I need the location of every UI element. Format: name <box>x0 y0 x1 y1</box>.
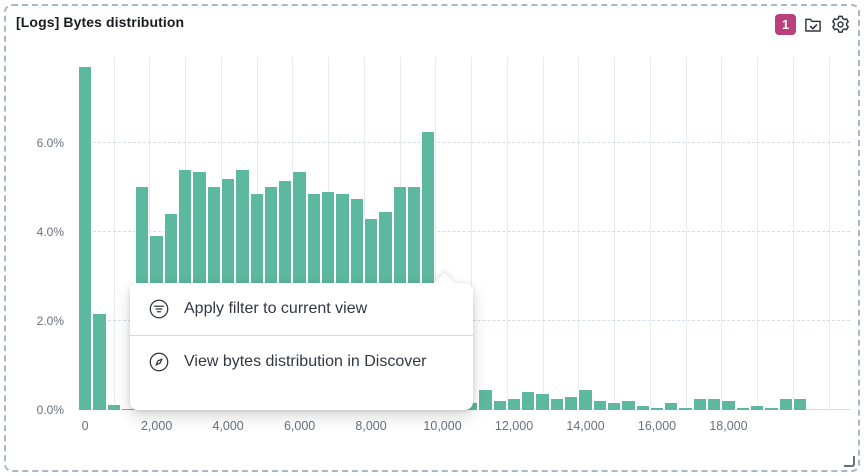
resize-handle[interactable] <box>844 456 855 467</box>
histogram-bar[interactable] <box>606 403 622 410</box>
vertical-gridline <box>757 57 759 410</box>
histogram-bar[interactable] <box>549 398 565 410</box>
vertical-gridline <box>828 57 830 410</box>
menu-divider <box>130 335 473 336</box>
histogram-bar[interactable] <box>78 67 93 410</box>
histogram-bar[interactable] <box>621 401 636 410</box>
x-axis-label: 10,000 <box>423 419 462 433</box>
histogram-bar[interactable] <box>506 398 522 410</box>
menu-item-apply-filter[interactable]: Apply filter to current view <box>130 283 473 335</box>
gear-icon[interactable] <box>830 15 850 35</box>
vertical-gridline <box>685 57 687 410</box>
panel-title: [Logs] Bytes distribution <box>16 14 185 30</box>
histogram-bar[interactable] <box>678 407 693 410</box>
vertical-gridline <box>506 57 508 410</box>
y-axis-label: 4.0% <box>36 224 64 239</box>
histogram-bar[interactable] <box>735 407 750 410</box>
vertical-gridline <box>578 57 580 410</box>
panel-actions: 1 <box>775 14 850 35</box>
histogram-bar[interactable] <box>564 396 579 410</box>
vertical-gridline <box>149 57 151 410</box>
histogram-bar[interactable] <box>764 407 779 410</box>
histogram-bar[interactable] <box>535 394 550 410</box>
x-axis-label: 6,000 <box>283 419 316 433</box>
vertical-gridline <box>435 57 437 410</box>
panel-context-menu: Apply filter to current view View bytes … <box>130 272 473 410</box>
histogram-bar[interactable] <box>792 398 808 410</box>
x-axis-label: 8,000 <box>355 419 387 433</box>
vertical-gridline <box>614 57 616 410</box>
vertical-gridline <box>792 57 794 410</box>
histogram-bar[interactable] <box>578 389 593 410</box>
y-axis-label: 6.0% <box>36 135 64 150</box>
vertical-gridline <box>113 57 115 410</box>
histogram-bar[interactable] <box>106 404 121 410</box>
dashboard-panel: [Logs] Bytes distribution 1 0.0% 2.0% 4.0%… <box>4 4 860 472</box>
histogram-bar[interactable] <box>521 392 536 410</box>
vertical-gridline <box>471 57 473 410</box>
filter-count-badge[interactable]: 1 <box>775 14 796 35</box>
x-axis-label: 18,000 <box>709 419 748 433</box>
histogram-bar[interactable] <box>492 401 507 410</box>
x-axis-label: 14,000 <box>566 419 605 433</box>
x-axis-label: 16,000 <box>637 419 677 433</box>
folder-check-icon[interactable] <box>803 15 823 35</box>
x-axis-label: 2,000 <box>140 419 173 433</box>
histogram-bar[interactable] <box>778 398 793 410</box>
histogram-bar[interactable] <box>749 405 765 410</box>
x-axis-label: 12,000 <box>494 419 534 433</box>
histogram-bar[interactable] <box>649 407 665 410</box>
discover-compass-icon <box>148 351 170 373</box>
vertical-gridline <box>721 57 723 410</box>
x-axis-label: 4,000 <box>212 419 244 433</box>
menu-item-view-discover[interactable]: View bytes distribution in Discover <box>130 336 473 388</box>
filter-icon <box>148 298 170 320</box>
vertical-gridline <box>649 57 651 410</box>
y-axis: 0.0% 2.0% 4.0% 6.0% <box>6 57 70 417</box>
histogram-bar[interactable] <box>635 405 650 410</box>
menu-item-label: View bytes distribution in Discover <box>184 353 427 370</box>
histogram-bar[interactable] <box>478 389 493 410</box>
horizontal-gridline <box>78 230 850 232</box>
x-axis: 0 2,000 4,000 6,000 8,000 10,000 12,000 14,000 1… <box>78 412 850 434</box>
histogram-bar[interactable] <box>707 398 722 410</box>
panel-header: [Logs] Bytes distribution 1 <box>6 6 858 35</box>
histogram-bar[interactable] <box>592 401 607 410</box>
x-axis-label: 0 <box>81 419 89 433</box>
y-axis-label: 0.0% <box>36 403 64 417</box>
menu-item-label: Apply filter to current view <box>184 300 368 317</box>
histogram-bar[interactable] <box>692 398 708 410</box>
horizontal-gridline <box>78 141 850 143</box>
vertical-gridline <box>542 57 544 410</box>
histogram-bar[interactable] <box>92 314 107 410</box>
histogram-bar[interactable] <box>664 403 679 410</box>
histogram-bar[interactable] <box>721 401 736 410</box>
y-axis-label: 2.0% <box>36 313 64 328</box>
